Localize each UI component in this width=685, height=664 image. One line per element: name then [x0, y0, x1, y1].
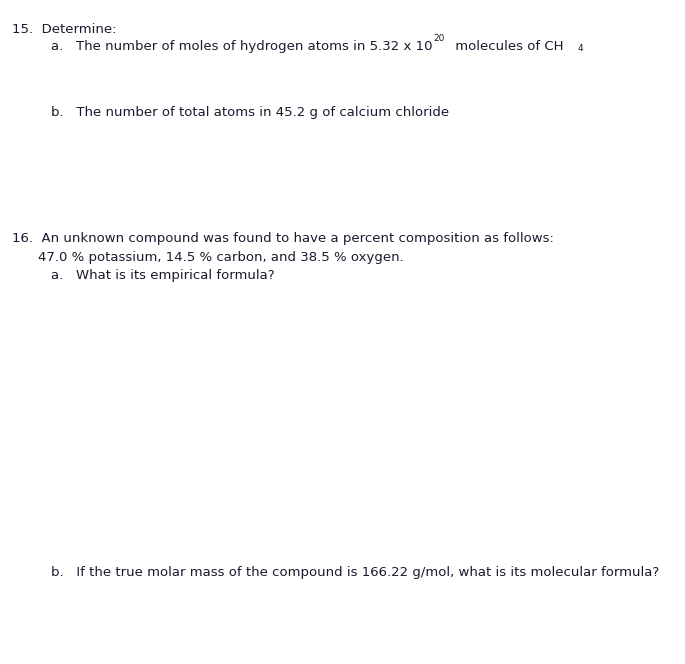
- Text: 47.0 % potassium, 14.5 % carbon, and 38.5 % oxygen.: 47.0 % potassium, 14.5 % carbon, and 38.…: [38, 251, 403, 264]
- Text: a.   What is its empirical formula?: a. What is its empirical formula?: [51, 269, 275, 282]
- Text: 4: 4: [577, 44, 583, 53]
- Text: molecules of CH: molecules of CH: [451, 40, 563, 53]
- Text: b.   If the true molar mass of the compound is 166.22 g/mol, what is its molecul: b. If the true molar mass of the compoun…: [51, 566, 660, 579]
- Text: b.   The number of total atoms in 45.2 g of calcium chloride: b. The number of total atoms in 45.2 g o…: [51, 106, 449, 120]
- Text: 15.  Determine:: 15. Determine:: [12, 23, 117, 37]
- Text: 16.  An unknown compound was found to have a percent composition as follows:: 16. An unknown compound was found to hav…: [12, 232, 554, 246]
- Text: 20: 20: [434, 34, 445, 43]
- Text: a.   The number of moles of hydrogen atoms in 5.32 x 10: a. The number of moles of hydrogen atoms…: [51, 40, 433, 53]
